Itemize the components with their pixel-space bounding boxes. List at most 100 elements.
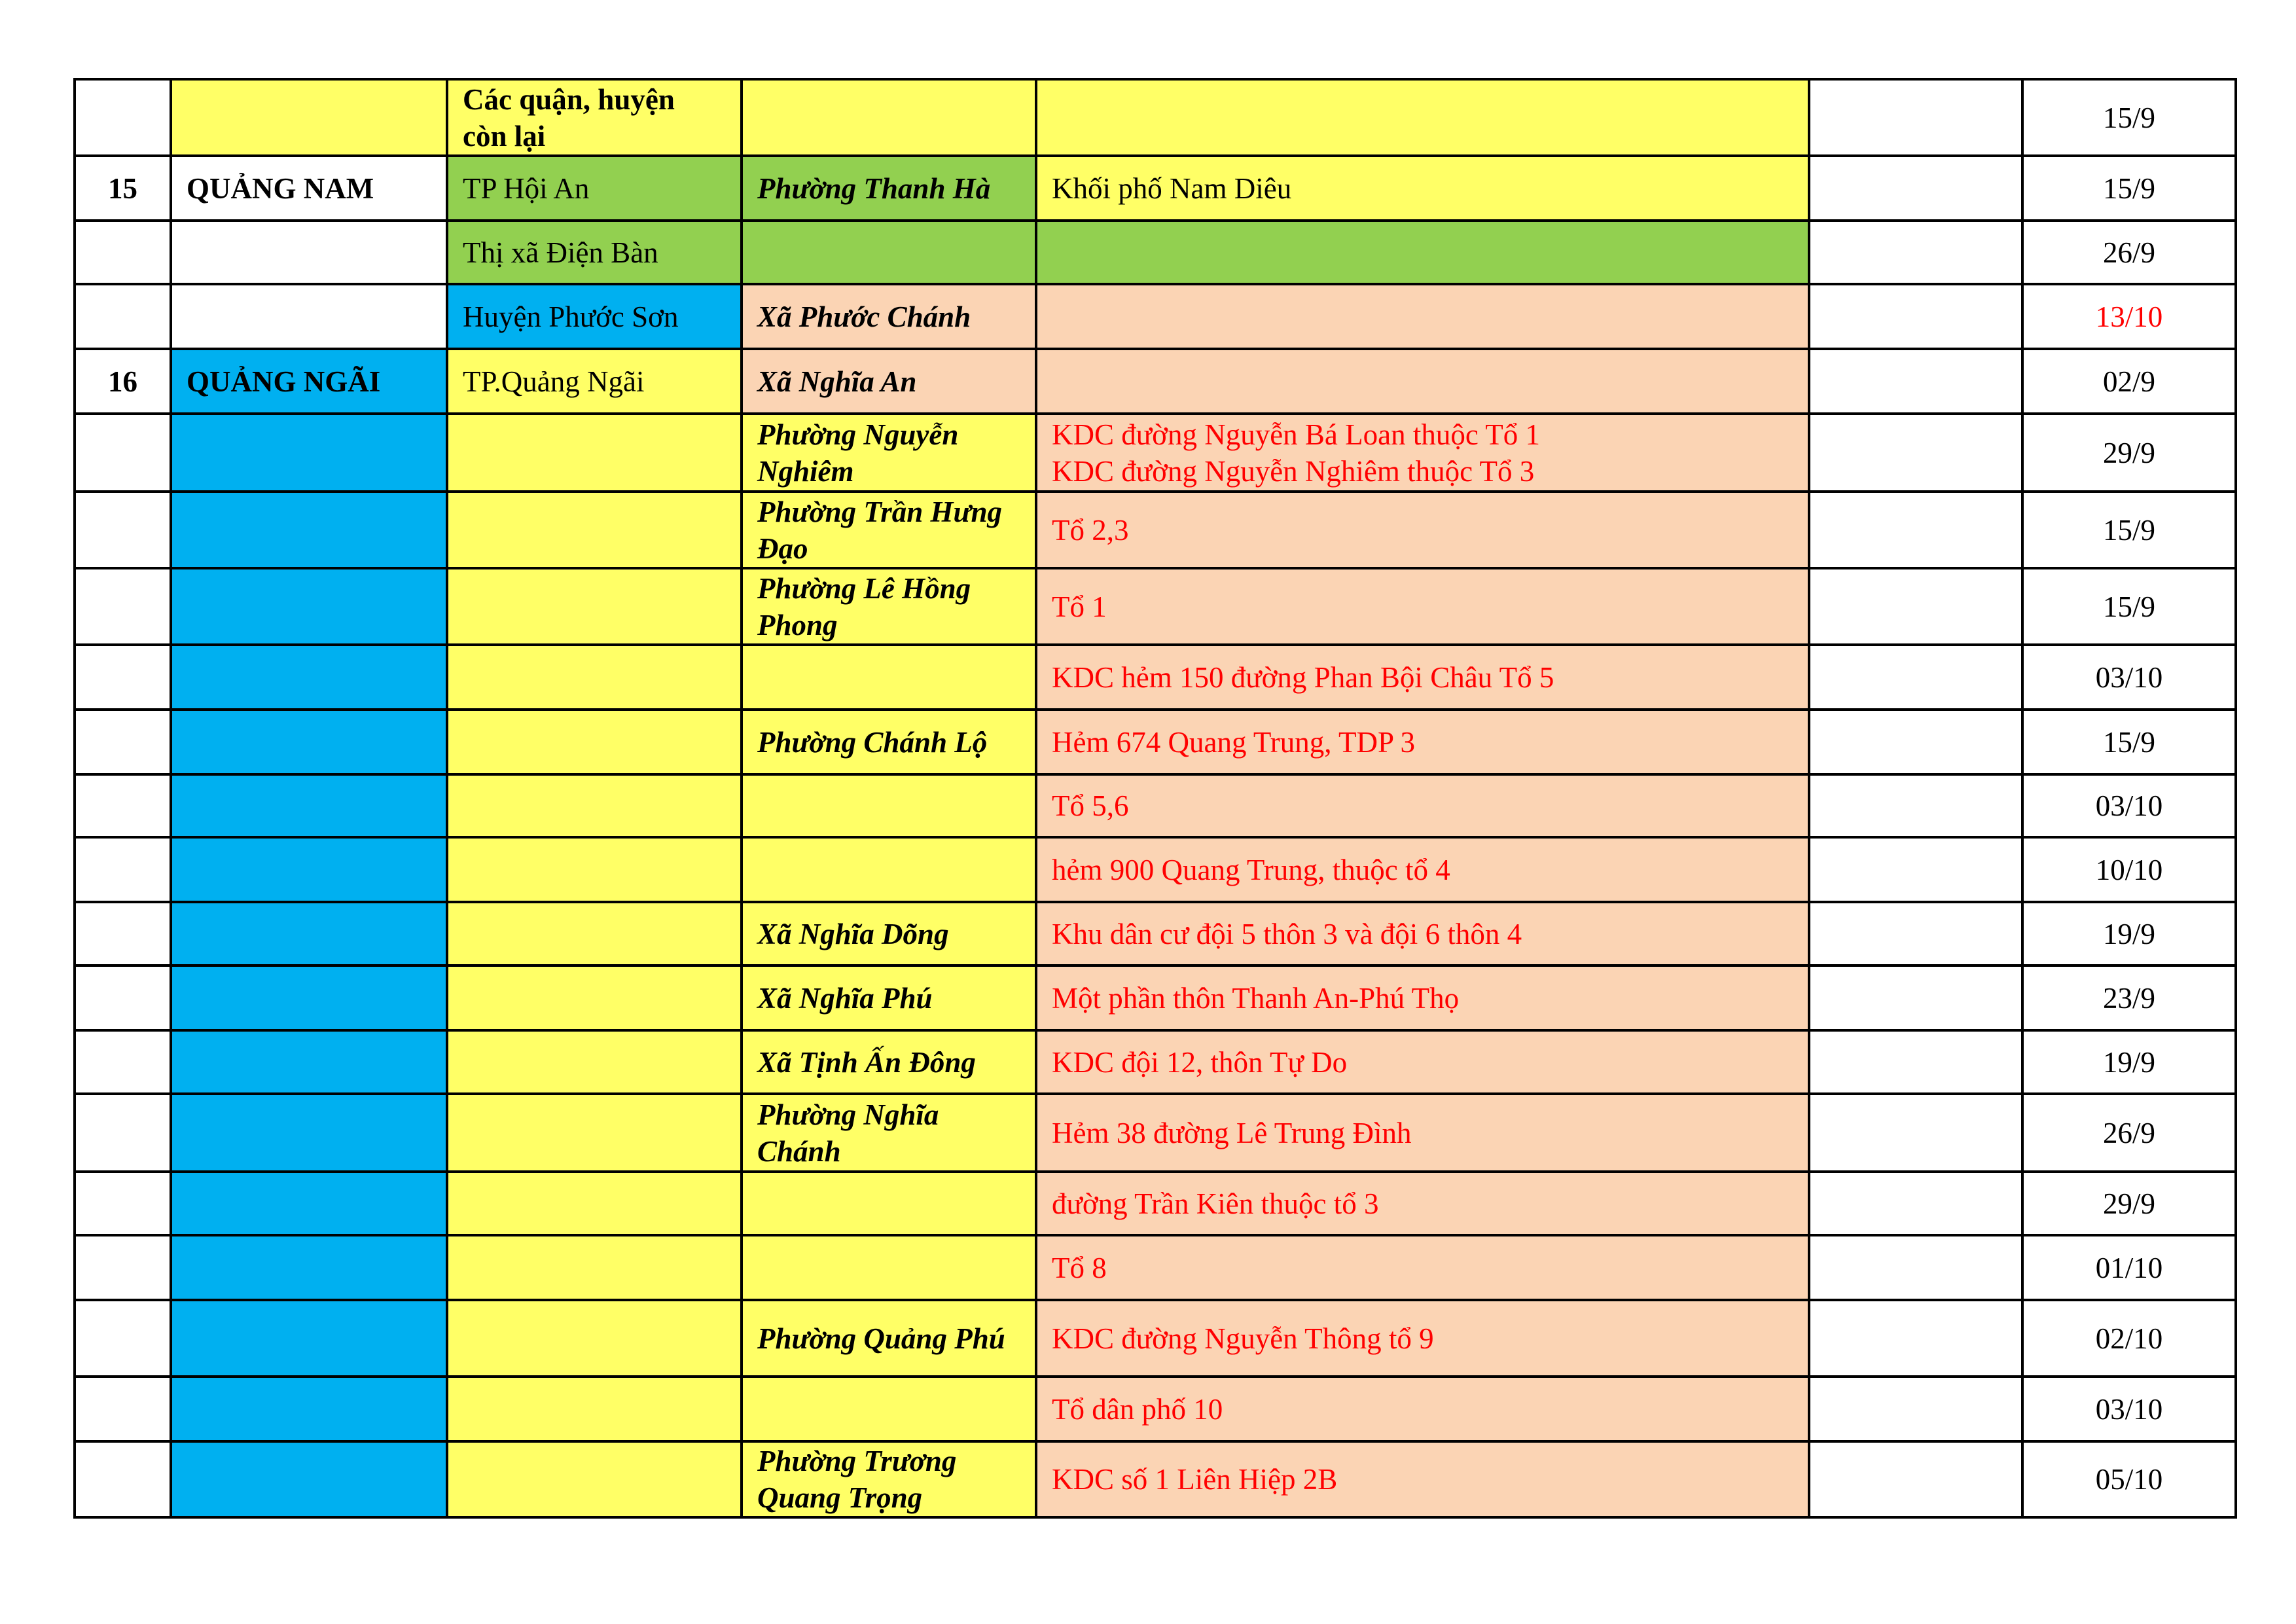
area-cell <box>1035 348 1810 415</box>
ward-cell <box>740 1234 1037 1301</box>
province-cell <box>170 1234 448 1301</box>
province-cell <box>170 1092 448 1173</box>
note-cell <box>1808 219 2024 285</box>
note-cell <box>1808 567 2024 646</box>
ward-cell: Phường Lê Hồng Phong <box>740 567 1037 646</box>
district-cell <box>446 1375 743 1443</box>
province-cell <box>170 901 448 967</box>
province-cell: QUẢNG NAM <box>170 154 448 222</box>
ward-cell <box>740 219 1037 285</box>
province-cell <box>170 490 448 569</box>
date-cell: 03/10 <box>2021 643 2237 711</box>
province-cell <box>170 412 448 493</box>
stt-cell <box>73 1170 172 1236</box>
province-cell <box>170 78 448 157</box>
date-cell: 23/9 <box>2021 964 2237 1032</box>
table-row: Tổ 5,6 03/10 <box>73 773 2237 839</box>
table-row: Tổ 8 01/10 <box>73 1234 2237 1301</box>
ward-cell: Phường Nguyễn Nghiêm <box>740 412 1037 493</box>
table-row: Các quận, huyện còn lại 15/9 <box>73 78 2237 157</box>
district-cell <box>446 901 743 967</box>
note-cell <box>1808 1234 2024 1301</box>
stt-cell <box>73 964 172 1032</box>
stt-cell <box>73 1299 172 1378</box>
date-cell: 03/10 <box>2021 1375 2237 1443</box>
table-row: 16 QUẢNG NGÃI TP.Quảng Ngãi Xã Nghĩa An 02/9 <box>73 348 2237 415</box>
date-cell: 29/9 <box>2021 412 2237 493</box>
date-cell: 15/9 <box>2021 78 2237 157</box>
area-cell: Khối phố Nam Diêu <box>1035 154 1810 222</box>
province-cell: QUẢNG NGÃI <box>170 348 448 415</box>
stt-cell <box>73 901 172 967</box>
table-row: Phường Quảng Phú KDC đường Nguyễn Thông t… <box>73 1299 2237 1378</box>
stt-cell: 16 <box>73 348 172 415</box>
area-cell <box>1035 219 1810 285</box>
area-cell: Tổ dân phố 10 <box>1035 1375 1810 1443</box>
province-cell <box>170 1170 448 1236</box>
district-cell <box>446 773 743 839</box>
note-cell <box>1808 78 2024 157</box>
note-cell <box>1808 1299 2024 1378</box>
district-cell: TP.Quảng Ngãi <box>446 348 743 415</box>
note-cell <box>1808 154 2024 222</box>
table-row: Phường Nguyễn Nghiêm KDC đường Nguyễn Bá … <box>73 412 2237 493</box>
ward-cell: Xã Tịnh Ấn Đông <box>740 1029 1037 1095</box>
note-cell <box>1808 773 2024 839</box>
province-cell <box>170 836 448 903</box>
ward-cell: Xã Nghĩa An <box>740 348 1037 415</box>
district-cell <box>446 964 743 1032</box>
date-cell: 05/10 <box>2021 1440 2237 1519</box>
area-cell: đường Trần Kiên thuộc tổ 3 <box>1035 1170 1810 1236</box>
note-cell <box>1808 1170 2024 1236</box>
ward-cell <box>740 78 1037 157</box>
ward-cell: Xã Phước Chánh <box>740 283 1037 350</box>
note-cell <box>1808 283 2024 350</box>
stt-cell <box>73 1440 172 1519</box>
district-cell <box>446 567 743 646</box>
province-cell <box>170 219 448 285</box>
province-cell <box>170 773 448 839</box>
stt-cell <box>73 708 172 776</box>
province-cell <box>170 567 448 646</box>
note-cell <box>1808 412 2024 493</box>
ward-cell: Phường Trần Hưng Đạo <box>740 490 1037 569</box>
note-cell <box>1808 901 2024 967</box>
note-cell <box>1808 964 2024 1032</box>
table-row: Xã Nghĩa Dõng Khu dân cư đội 5 thôn 3 và … <box>73 901 2237 967</box>
table-row: Phường Nghĩa Chánh Hẻm 38 đường Lê Trung … <box>73 1092 2237 1173</box>
stt-cell <box>73 1092 172 1173</box>
ward-cell: Xã Nghĩa Dõng <box>740 901 1037 967</box>
district-cell <box>446 1029 743 1095</box>
note-cell <box>1808 643 2024 711</box>
district-cell <box>446 1299 743 1378</box>
ward-cell: Xã Nghĩa Phú <box>740 964 1037 1032</box>
stt-cell <box>73 643 172 711</box>
table-row: Xã Nghĩa Phú Một phần thôn Thanh An-Phú T… <box>73 964 2237 1032</box>
area-cell: Tổ 5,6 <box>1035 773 1810 839</box>
stt-cell <box>73 836 172 903</box>
province-cell <box>170 964 448 1032</box>
area-cell: KDC số 1 Liên Hiệp 2B <box>1035 1440 1810 1519</box>
table-row: đường Trần Kiên thuộc tổ 3 29/9 <box>73 1170 2237 1236</box>
area-cell: KDC đường Nguyễn Thông tổ 9 <box>1035 1299 1810 1378</box>
district-cell <box>446 708 743 776</box>
date-cell: 29/9 <box>2021 1170 2237 1236</box>
district-cell: TP Hội An <box>446 154 743 222</box>
stt-cell <box>73 490 172 569</box>
date-cell: 26/9 <box>2021 219 2237 285</box>
ward-cell <box>740 1170 1037 1236</box>
stt-cell <box>73 78 172 157</box>
ward-cell: Phường Nghĩa Chánh <box>740 1092 1037 1173</box>
date-cell: 19/9 <box>2021 1029 2237 1095</box>
table-row: 15 QUẢNG NAM TP Hội An Phường Thanh Hà Khối … <box>73 154 2237 222</box>
stt-cell <box>73 567 172 646</box>
province-cell <box>170 1440 448 1519</box>
ward-cell: Phường Trương Quang Trọng <box>740 1440 1037 1519</box>
stt-cell <box>73 1234 172 1301</box>
ward-cell: Phường Quảng Phú <box>740 1299 1037 1378</box>
area-cell: Hẻm 38 đường Lê Trung Đình <box>1035 1092 1810 1173</box>
note-cell <box>1808 490 2024 569</box>
table-row: KDC hẻm 150 đường Phan Bội Châu Tổ 5 03/1… <box>73 643 2237 711</box>
stt-cell <box>73 283 172 350</box>
district-cell: Huyện Phước Sơn <box>446 283 743 350</box>
